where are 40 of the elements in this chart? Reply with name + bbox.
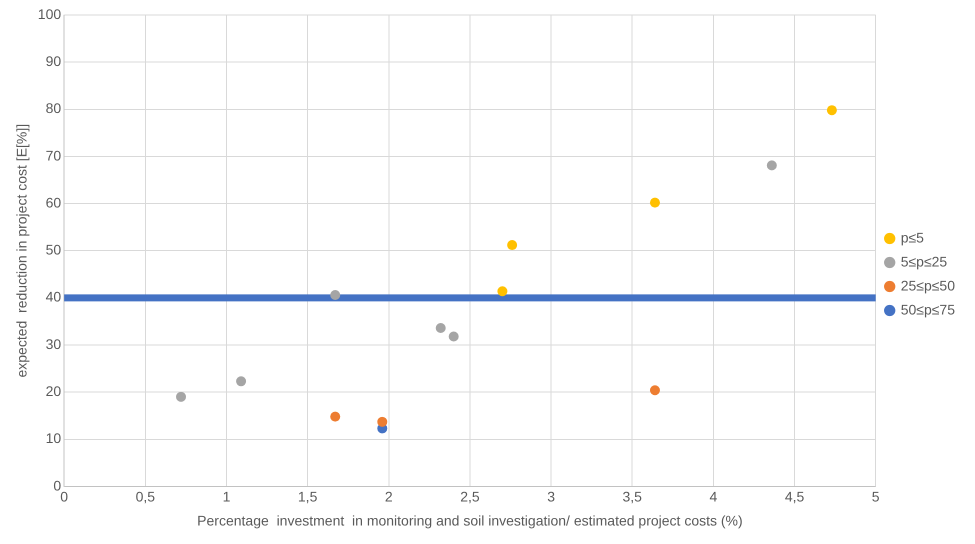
x-tick-label: 4 <box>709 488 718 505</box>
y-tick-label: 70 <box>46 147 62 164</box>
y-tick-label: 30 <box>46 336 62 352</box>
point <box>436 323 446 334</box>
point <box>448 331 459 342</box>
y-tick-label: 90 <box>46 53 62 69</box>
point <box>650 198 660 208</box>
legend-label: 25≤p≤50 <box>900 277 956 294</box>
x-tick-label: 4,5 <box>784 488 804 505</box>
x-tick-label: 0,5 <box>136 488 156 505</box>
y-tick-label: 0 <box>53 477 62 494</box>
point <box>507 240 518 250</box>
y-tick-label: 60 <box>46 194 62 210</box>
point <box>497 286 508 296</box>
y-tick-label: 100 <box>38 6 62 22</box>
x-tick-label: 2,5 <box>460 488 480 505</box>
point <box>766 160 777 170</box>
x-tick-label: 3,5 <box>622 488 642 505</box>
y-tick-label: 20 <box>46 382 62 399</box>
point <box>236 376 246 386</box>
x-tick-label: 5 <box>872 488 880 505</box>
x-axis-title: Percentage investment in monitoring and soil investigation/ estimated project costs (%) <box>197 512 743 528</box>
x-tick-label: 1 <box>222 488 231 505</box>
x-tick-label: 3 <box>547 488 556 505</box>
y-axis-title: expected reduction in project cost [E[%]] <box>13 124 30 378</box>
legend-label: 5≤p≤25 <box>900 253 948 270</box>
y-tick-label: 40 <box>46 288 62 305</box>
y-tick-label: 80 <box>46 100 62 116</box>
x-tick-label: 2 <box>384 488 393 505</box>
y-tick-label: 10 <box>46 430 62 446</box>
point <box>176 392 186 402</box>
point <box>330 412 340 422</box>
point <box>377 416 388 427</box>
point <box>826 105 837 116</box>
x-tick-label: 1,5 <box>298 488 318 505</box>
point <box>330 290 340 300</box>
point <box>650 385 660 396</box>
legend-label: 50≤p≤75 <box>900 301 956 318</box>
legend-label: p≤5 <box>900 229 924 246</box>
y-tick-label: 50 <box>46 242 62 258</box>
